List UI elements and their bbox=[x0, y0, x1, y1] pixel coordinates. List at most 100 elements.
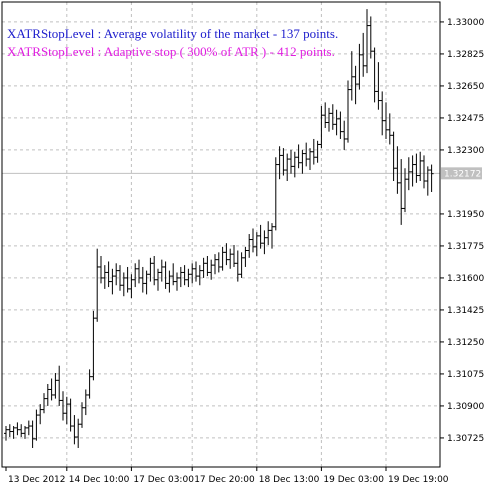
ohlc-bar bbox=[167, 270, 172, 293]
ohlc-bar bbox=[95, 248, 100, 322]
ohlc-bar bbox=[410, 155, 415, 187]
ohlc-bar bbox=[114, 263, 119, 286]
ohlc-bar bbox=[80, 402, 84, 428]
y-tick-label: 1.33000 bbox=[447, 18, 484, 28]
ohlc-bar bbox=[76, 418, 81, 448]
ohlc-bar bbox=[380, 91, 385, 136]
y-tick-label: 1.31775 bbox=[447, 242, 484, 252]
ohlc-bar bbox=[30, 420, 35, 448]
ohlc-bar bbox=[53, 373, 58, 399]
y-tick-label: 1.31250 bbox=[447, 338, 484, 348]
ohlc-bar bbox=[15, 422, 20, 436]
ohlc-bar bbox=[289, 149, 293, 174]
ohlc-bar bbox=[125, 266, 130, 293]
ohlc-bar bbox=[243, 246, 248, 267]
ohlc-bar bbox=[361, 32, 366, 77]
ohlc-bar bbox=[323, 102, 328, 128]
y-tick-label: 1.31950 bbox=[447, 210, 484, 220]
indicator-note: XATRStopLevel : Average volatility of th… bbox=[7, 26, 338, 41]
ohlc-bar bbox=[346, 80, 350, 143]
x-tick-label: 19 Dec 03:00 bbox=[323, 475, 384, 485]
ohlc-bar bbox=[144, 270, 149, 295]
ohlc-bar bbox=[7, 424, 12, 438]
current-price-label: 1.32172 bbox=[444, 169, 481, 179]
ohlc-bar bbox=[342, 120, 347, 150]
ohlc-bar bbox=[148, 257, 153, 282]
x-tick-label: 18 Dec 13:00 bbox=[259, 475, 320, 485]
ohlc-bar bbox=[216, 252, 221, 273]
ohlc-bar bbox=[414, 153, 419, 183]
ohlc-bar bbox=[87, 369, 92, 399]
ohlc-bar bbox=[266, 221, 271, 246]
ohlc-bar bbox=[429, 164, 434, 192]
ohlc-bar bbox=[304, 142, 309, 167]
ohlc-bar bbox=[64, 396, 69, 425]
ohlc-bar bbox=[49, 378, 54, 401]
ohlc-bar bbox=[34, 409, 39, 441]
ohlc-bar bbox=[197, 265, 202, 286]
ohlc-bar bbox=[418, 151, 423, 182]
ohlc-bar bbox=[300, 149, 305, 174]
ohlc-bar bbox=[175, 272, 179, 291]
ohlc-bar bbox=[133, 263, 138, 288]
y-tick-label: 1.32475 bbox=[447, 114, 484, 124]
ohlc-bar bbox=[422, 155, 426, 189]
x-tick-label: 13 Dec 2012 bbox=[8, 475, 66, 485]
ohlc-bar bbox=[292, 151, 297, 178]
ohlc-bar bbox=[387, 113, 392, 145]
ohlc-bar bbox=[353, 65, 358, 105]
ohlc-bar bbox=[159, 259, 164, 282]
ohlc-bar bbox=[403, 168, 407, 213]
ohlc-bar bbox=[254, 232, 259, 256]
ohlc-bar bbox=[239, 252, 244, 278]
x-tick-label: 19 Dec 19:00 bbox=[388, 475, 449, 485]
ohlc-bar bbox=[273, 157, 278, 231]
ohlc-bar bbox=[220, 246, 225, 271]
ohlc-bar bbox=[91, 310, 96, 381]
ohlc-bar bbox=[171, 263, 176, 286]
ohlc-bar bbox=[368, 16, 373, 59]
ohlc-bar bbox=[156, 268, 160, 291]
y-tick-label: 1.32825 bbox=[447, 50, 484, 60]
ohlc-bar bbox=[365, 9, 369, 74]
ohlc-bar bbox=[190, 263, 195, 284]
ohlc-bar bbox=[102, 265, 107, 289]
ohlc-bar bbox=[330, 104, 335, 130]
y-tick-label: 1.30900 bbox=[447, 402, 484, 412]
ohlc-bar bbox=[106, 261, 111, 288]
ohlc-bar bbox=[357, 43, 362, 90]
ohlc-bar bbox=[182, 265, 187, 286]
ohlc-bar bbox=[406, 157, 411, 191]
indicator-note: XATRStopLevel : Adaptive stop ( 300% of … bbox=[7, 44, 335, 59]
ohlc-bar bbox=[235, 250, 240, 282]
ohlc-bar bbox=[118, 265, 122, 291]
ohlc-bar bbox=[228, 248, 233, 269]
ohlc-bar bbox=[57, 365, 62, 406]
ohlc-bar bbox=[110, 268, 115, 295]
ohlc-bar bbox=[334, 109, 339, 136]
ohlc-bar bbox=[186, 268, 191, 288]
ohlc-bar bbox=[61, 391, 65, 421]
ohlc-bar bbox=[247, 234, 252, 258]
ohlc-bar bbox=[11, 426, 16, 439]
ohlc-bar bbox=[26, 420, 31, 436]
ohlc-bar bbox=[194, 261, 198, 282]
y-tick-label: 1.32300 bbox=[447, 146, 484, 156]
ohlc-bar bbox=[262, 230, 267, 255]
ohlc-bar bbox=[311, 138, 316, 165]
ohlc-bar bbox=[224, 243, 229, 266]
ohlc-bar bbox=[338, 111, 343, 139]
ohlc-bar bbox=[68, 398, 73, 432]
ohlc-bar bbox=[163, 261, 168, 289]
ohlc-bar bbox=[376, 62, 381, 110]
ohlc-bar bbox=[140, 266, 145, 293]
ohlc-bar bbox=[425, 166, 430, 196]
ohlc-bar bbox=[372, 47, 377, 103]
ohlc-bar bbox=[395, 146, 400, 194]
current-price-box bbox=[441, 167, 482, 180]
ohlc-bar bbox=[277, 146, 282, 180]
y-tick-label: 1.30725 bbox=[447, 434, 484, 444]
ohlc-bar bbox=[399, 159, 404, 225]
ohlc-bar bbox=[285, 153, 290, 182]
